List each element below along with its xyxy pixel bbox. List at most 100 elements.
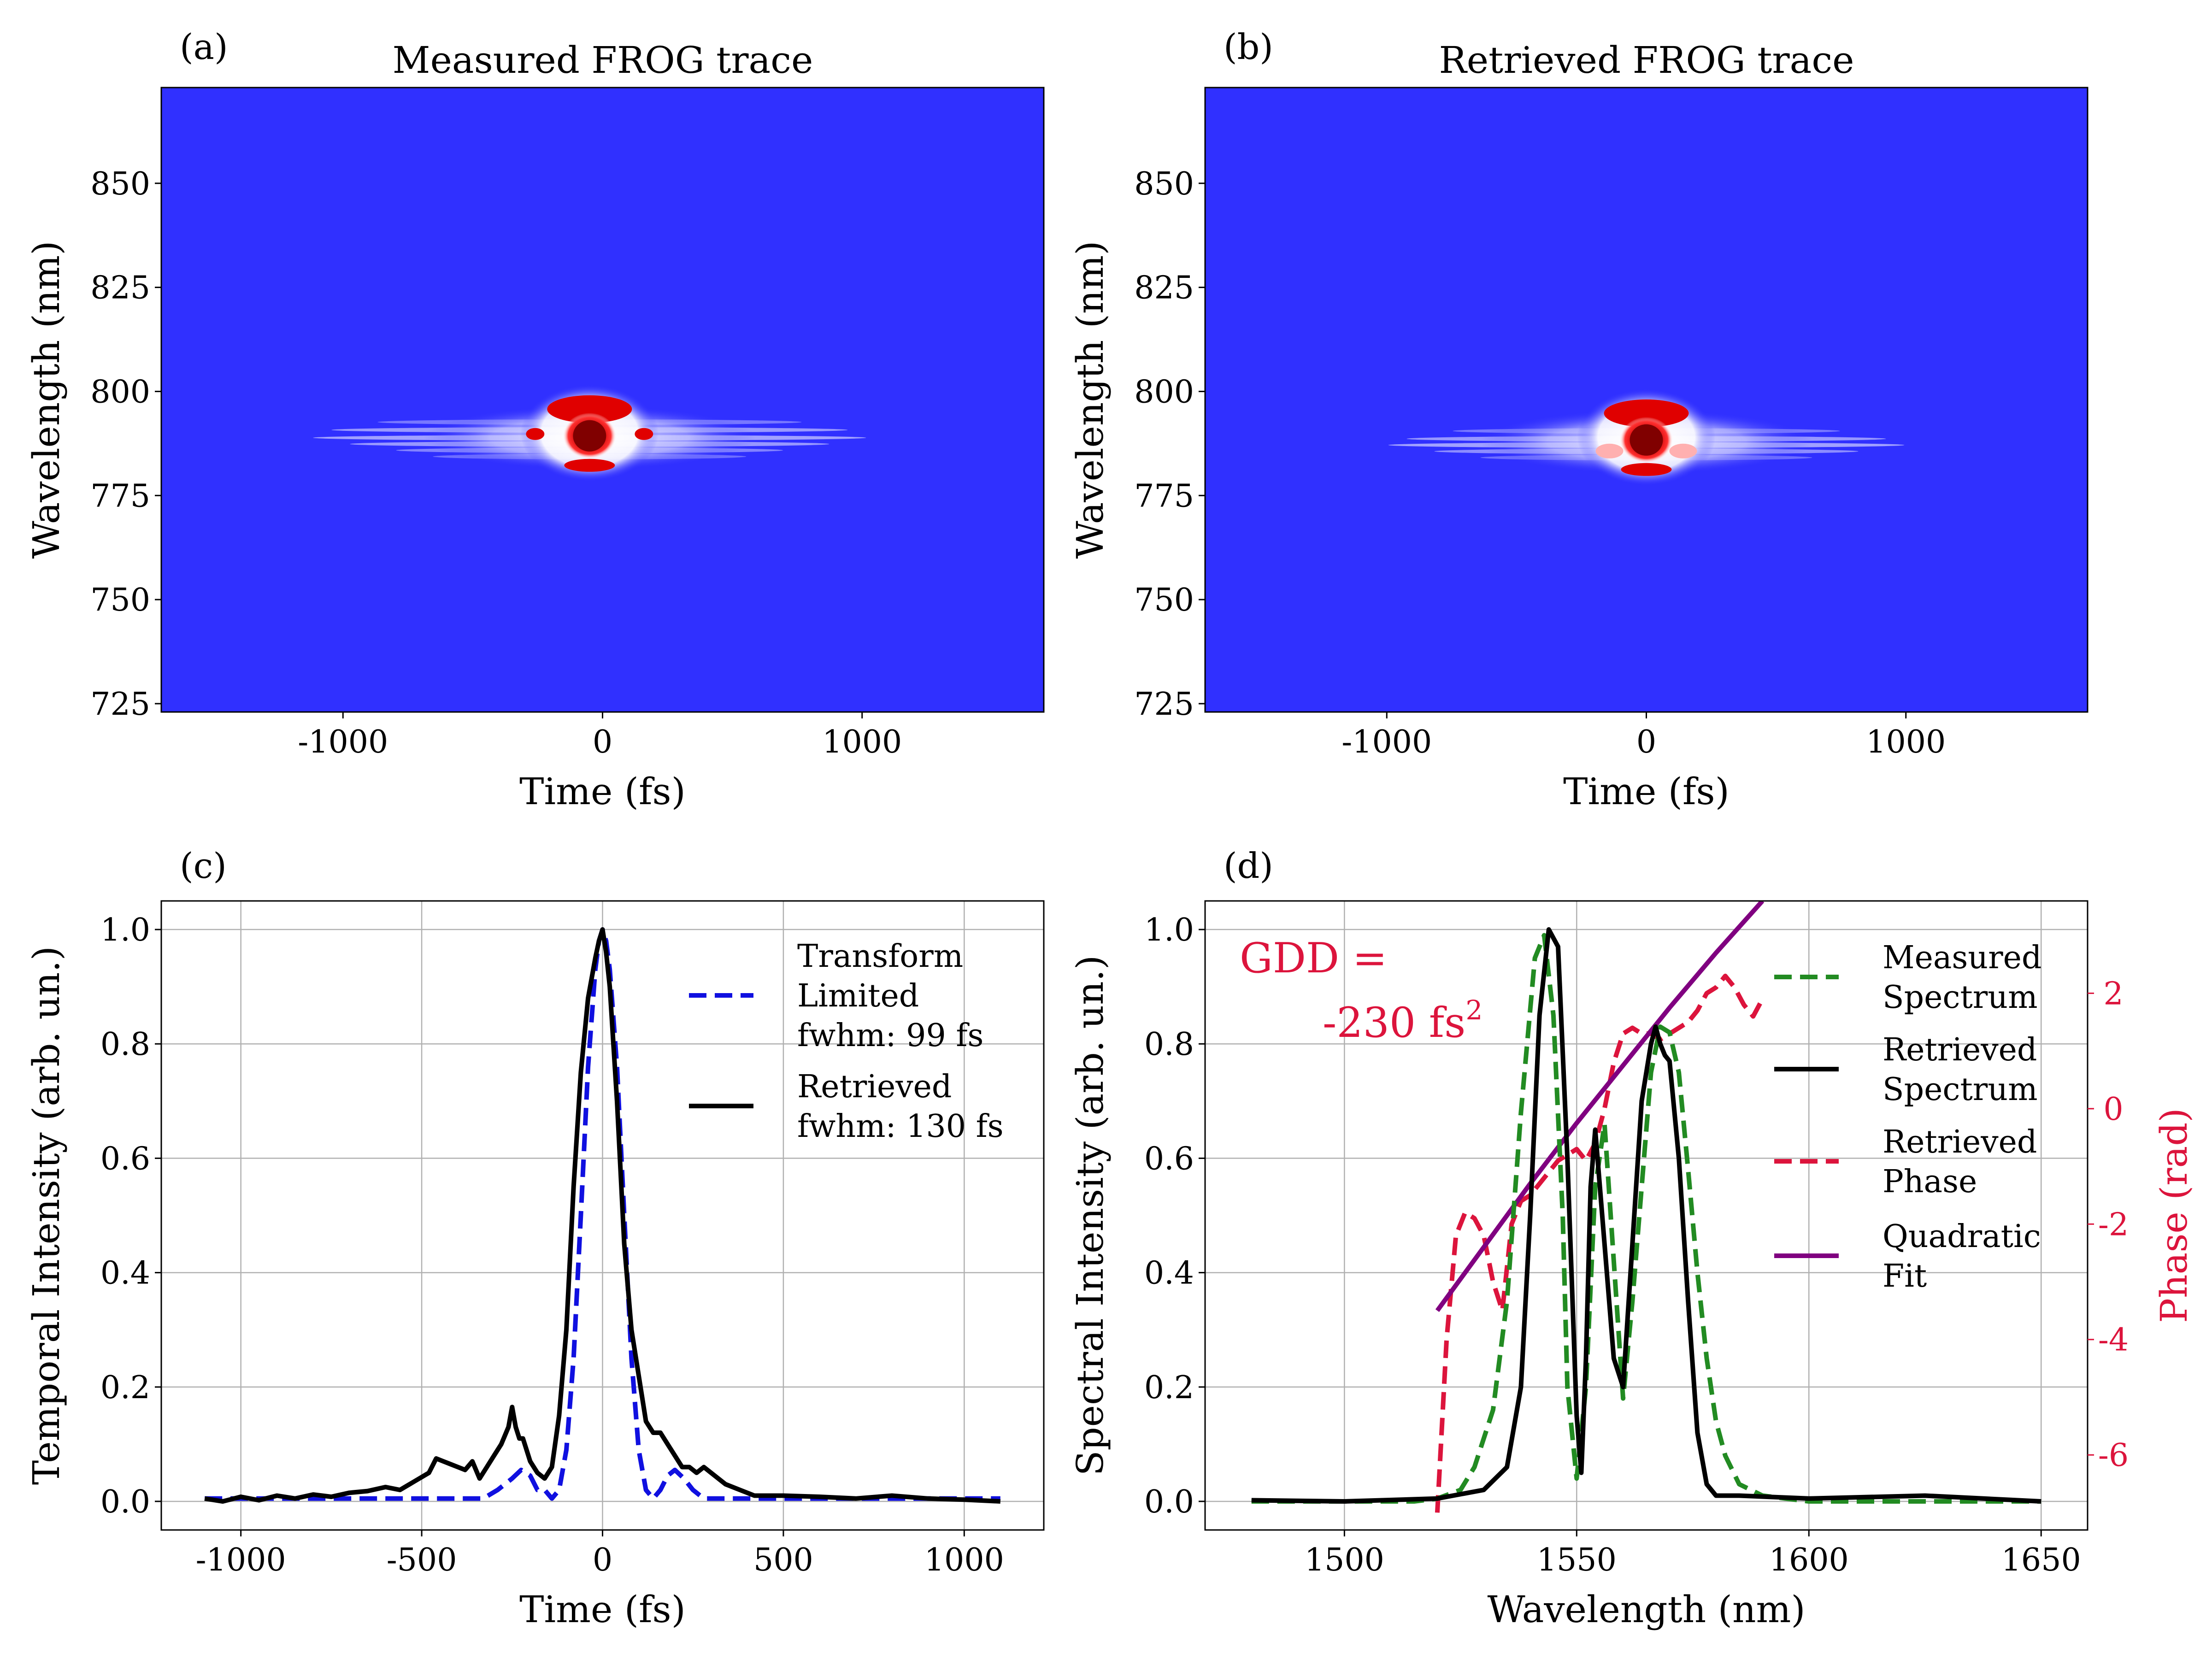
heatmap-side-lobe [1669,443,1697,459]
heatmap-side-lobe [526,428,545,440]
y-tick-label: 775 [1134,478,1194,514]
heatmap-upper-lobe [547,395,632,423]
y-tick-label: 0.6 [100,1141,150,1177]
legend-quadratic-fit-text: Fit [1883,1258,1927,1294]
y-tick-label: 0.0 [1144,1484,1194,1520]
x-tick-label: -500 [387,1542,457,1578]
x-tick-label: -1000 [196,1542,286,1578]
x-axis-label: Time (fs) [519,1588,686,1631]
y-tick-label: 1.0 [1144,912,1194,948]
panel-label-a: (a) [180,26,228,67]
y-tick-label: 825 [1134,270,1194,306]
panel-label-c: (c) [180,845,227,886]
y2-tick-label: 0 [2103,1091,2123,1128]
panel-a: (a) Measured FROG trace -1000 0 1000 725 750… [25,26,1045,813]
x-tick-label: 1550 [1537,1542,1617,1578]
x-axis-label: Time (fs) [1563,770,1730,813]
x-tick-label: 1000 [924,1542,1004,1578]
linechart-d: 1500 1550 1600 1650 0.0 0.2 0.4 0.6 0.8 1.0 Wavele… [1069,900,2195,1631]
x-tick-label: 0 [593,724,612,760]
legend-transform-limited-text: fwhm: 99 fs [797,1018,983,1054]
plot-frame [1204,900,2088,1531]
series-retrieved-phase [1435,973,1765,1513]
gdd-annotation-value: -230 fs [1323,999,1465,1047]
linechart-c: -1000 -500 0 500 1000 0.0 0.2 0.4 0.6 0.8 1.0 Time … [25,900,1045,1631]
legend-measured-spectrum-text: Measured [1883,940,2041,976]
y-tick-label: 0.0 [100,1484,150,1520]
series-retrieved-spectrum [1251,927,2041,1504]
x-tick-label: 500 [753,1542,813,1578]
x-tick-label: 0 [1636,724,1656,760]
y-tick-label: 800 [90,374,150,410]
gdd-annotation-line1: GDD = [1240,934,1387,982]
plot-series [204,927,1001,1504]
heatmap-lower-lobe [564,459,615,472]
legend-retrieved-spectrum-text: Retrieved [1883,1032,2037,1068]
x-tick-label: 0 [593,1542,612,1578]
y-tick-label: 0.2 [1144,1370,1194,1406]
panel-d: (d) 1500 1550 1600 1650 0.0 0.2 0.4 0.6 0.8 1.0 Wa… [1069,845,2195,1631]
legend-retrieved-text: fwhm: 130 fs [797,1108,1004,1145]
x-tick-label: -1000 [1341,724,1432,760]
x-tick-label: 1600 [1769,1542,1849,1578]
panel-label-b: (b) [1224,26,1273,67]
legend-retrieved-phase-text: Phase [1883,1164,1977,1200]
y-tick-label: 725 [90,686,150,723]
x-tick-label: 1000 [822,724,902,760]
y-tick-label: 850 [1134,166,1194,202]
panel-label-d: (d) [1224,845,1273,886]
y-tick-label: 750 [90,582,150,618]
y2-tick-label: 2 [2103,976,2123,1012]
y-tick-label: 850 [90,166,150,202]
y-tick-label: 0.8 [1144,1026,1194,1063]
gdd-annotation-line2: -230 fs2 [1323,994,1483,1047]
y-tick-label: 0.2 [100,1370,150,1406]
legend-transform-limited-text: Transform [797,938,963,975]
y-axis-label: Spectral Intensity (arb. un.) [1069,955,1112,1476]
panel-b: (b) Retrieved FROG trace -1000 0 1000 725 75… [1069,26,2088,813]
heatmap-b: -1000 0 1000 725 750 775 800 825 850 Time (fs) Wav… [1069,87,2088,813]
x-axis-label: Time (fs) [519,770,686,813]
series-retrieved [204,927,1001,1504]
x-tick-label: 1000 [1866,724,1946,760]
plot-series [1251,901,2041,1513]
heatmap-lower-lobe [1621,463,1672,476]
y-tick-label: 800 [1134,374,1194,410]
legend-measured-spectrum-text: Spectrum [1883,979,2038,1016]
series-measured-spectrum [1251,933,2041,1504]
x-tick-label: 1650 [2001,1542,2081,1578]
y2-tick-label: -2 [2098,1206,2129,1243]
y2-tick-label: -6 [2098,1437,2129,1474]
x-axis-label: Wavelength (nm) [1487,1588,1805,1631]
y2-tick-label: -4 [2098,1322,2129,1359]
panel-title-a: Measured FROG trace [393,39,813,82]
y-tick-label: 1.0 [100,912,150,948]
x-tick-label: 1500 [1305,1542,1384,1578]
legend-transform-limited-text: Limited [797,978,919,1014]
y-tick-label: 725 [1134,686,1194,723]
legend-retrieved-spectrum-text: Spectrum [1883,1071,2038,1108]
y2-axis-label: Phase (rad) [2153,1108,2195,1323]
panel-c: (c) -1000 -500 0 500 1000 0.0 0.2 0.4 0.6 0.8 1.0 T… [25,845,1045,1631]
legend-retrieved-phase-text: Retrieved [1883,1124,2037,1160]
legend-retrieved-text: Retrieved [797,1069,952,1105]
y-axis-label: Wavelength (nm) [25,241,68,559]
legend: MeasuredSpectrumRetrievedSpectrumRetriev… [1774,940,2041,1294]
series-quadratic-fit [1435,901,1765,1312]
y-tick-label: 0.4 [100,1255,150,1292]
y-tick-label: 825 [90,270,150,306]
heatmap-side-lobe [635,428,653,440]
y-tick-label: 750 [1134,582,1194,618]
gdd-annotation-sup: 2 [1465,994,1483,1026]
heatmap-core-peak [573,420,606,452]
heatmap-content [1388,388,1905,486]
y-axis-label: Temporal Intensity (arb. un.) [25,946,68,1485]
x-tick-label: -1000 [298,724,388,760]
y-tick-label: 0.4 [1144,1255,1194,1292]
heatmap-a: -1000 0 1000 725 750 775 800 825 850 Time (fs) Wav… [25,87,1045,813]
panel-title-b: Retrieved FROG trace [1439,39,1854,82]
plot-frame [160,900,1045,1531]
y-tick-label: 0.6 [1144,1141,1194,1177]
